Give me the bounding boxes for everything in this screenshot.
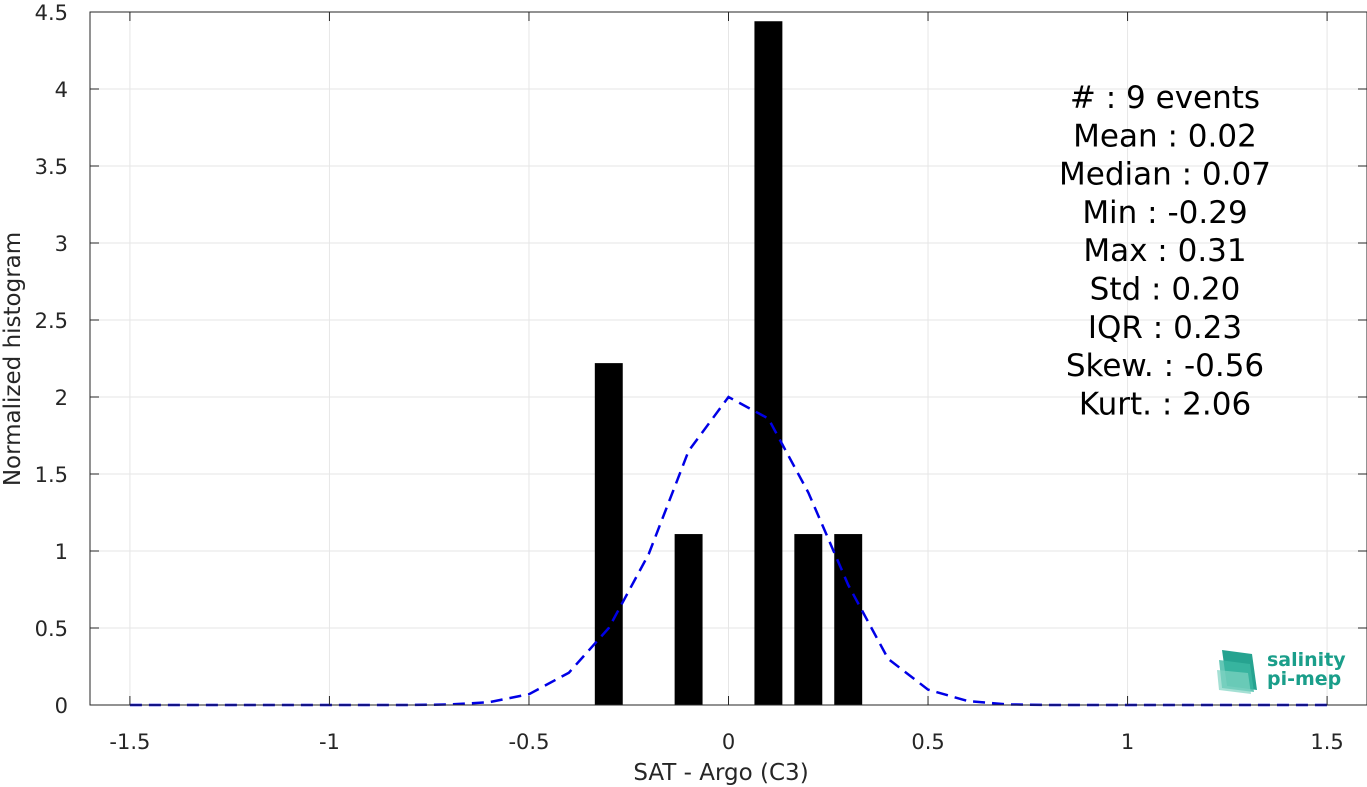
stats-line: Skew. : -0.56	[1066, 348, 1264, 384]
stats-line: Mean : 0.02	[1073, 118, 1257, 154]
logo-text-line1: salinity	[1267, 649, 1346, 671]
bars	[594, 21, 863, 706]
stats-line: Std : 0.20	[1090, 272, 1241, 308]
y-tick-label: 2	[55, 386, 68, 410]
stats-line: Min : -0.29	[1082, 195, 1247, 231]
x-tick-label: -0.5	[508, 730, 549, 754]
x-tick-label: 0.5	[911, 730, 944, 754]
stats-line: Median : 0.07	[1059, 157, 1271, 193]
y-tick-label: 0.5	[35, 617, 68, 641]
y-tick-label: 2.5	[35, 309, 68, 333]
stats-line: IQR : 0.23	[1088, 310, 1242, 346]
x-tick-label: -1	[319, 730, 340, 754]
histogram-bar	[674, 534, 703, 705]
stats-line: Max : 0.31	[1083, 233, 1246, 269]
x-axis-ticks: -1.5 -1 -0.5 0 0.5 1 1.5	[109, 12, 1344, 754]
y-axis-label: Normalized histogram	[0, 232, 26, 486]
stats-line: Kurt. : 2.06	[1079, 386, 1251, 422]
y-tick-label: 3.5	[35, 155, 68, 179]
histogram-bar	[754, 21, 783, 706]
y-axis-ticks: 0 0.5 1 1.5 2 2.5 3 3.5 4 4.5	[35, 1, 1367, 718]
y-tick-label: 4	[55, 78, 68, 102]
y-tick-label: 3	[55, 232, 68, 256]
histogram-bar	[594, 363, 623, 705]
y-tick-label: 1.5	[35, 463, 68, 487]
x-tick-label: 1.5	[1310, 730, 1343, 754]
y-tick-label: 0	[55, 694, 68, 718]
logo-text-line2: pi-mep	[1267, 668, 1341, 690]
x-axis-label: SAT - Argo (C3)	[633, 760, 808, 786]
histogram-bar	[794, 534, 823, 705]
stats-line: # : 9 events	[1070, 80, 1260, 116]
x-tick-label: 0	[722, 730, 735, 754]
x-tick-label: -1.5	[109, 730, 150, 754]
y-tick-label: 1	[55, 540, 68, 564]
salinity-pi-mep-logo: salinity pi-mep	[1217, 649, 1346, 694]
y-tick-label: 4.5	[35, 1, 68, 25]
logo-icon	[1217, 650, 1257, 694]
x-tick-label: 1	[1121, 730, 1134, 754]
